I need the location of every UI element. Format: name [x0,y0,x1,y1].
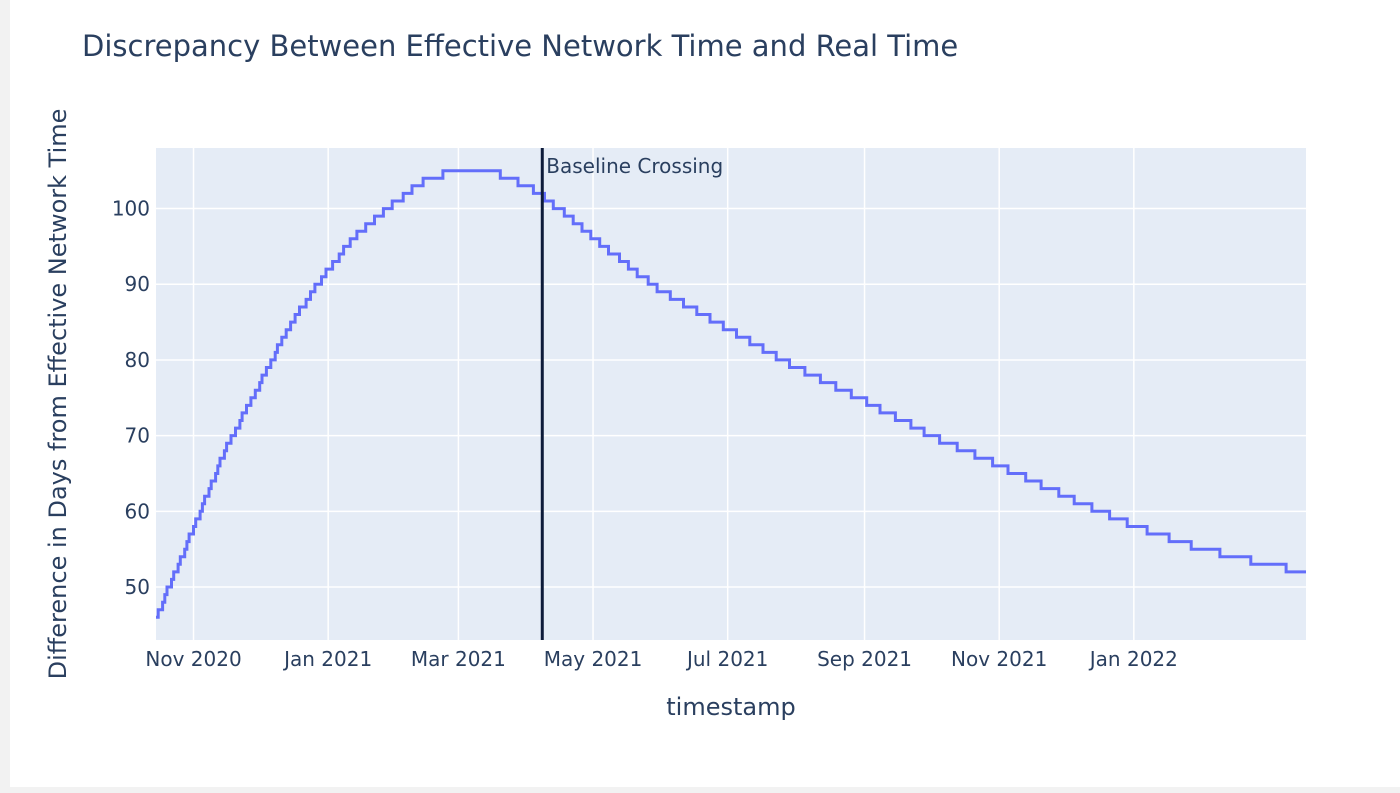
gridlines [156,148,1306,640]
x-tick-label: Jan 2021 [282,647,372,671]
y-tick-label: 100 [112,197,150,221]
y-tick-label: 90 [125,272,150,296]
x-tick-label: Nov 2020 [145,647,241,671]
tick-labels: Nov 2020 Jan 2021 Mar 2021 May 2021 Jul 2021… [112,197,1178,671]
y-axis-label: Difference in Days from Effective Networ… [44,109,72,680]
plot-area [156,148,1306,640]
x-tick-label: Jul 2021 [685,647,768,671]
x-tick-label: Mar 2021 [411,647,506,671]
x-tick-label: May 2021 [544,647,643,671]
x-tick-label: Nov 2021 [951,647,1047,671]
y-tick-label: 70 [125,424,150,448]
x-tick-label: Sep 2021 [817,647,912,671]
baseline-crossing-label: Baseline Crossing [546,154,723,178]
chart-svg: Discrepancy Between Effective Network Ti… [44,29,1306,721]
y-tick-label: 60 [125,499,150,523]
y-tick-label: 50 [125,575,150,599]
chart-title: Discrepancy Between Effective Network Ti… [82,29,958,63]
x-tick-label: Jan 2022 [1088,647,1178,671]
series-line [156,169,1306,619]
annotation-group: Baseline Crossing [540,148,723,640]
x-axis-label: timestamp [666,693,795,721]
y-tick-label: 80 [125,348,150,372]
chart-card: Discrepancy Between Effective Network Ti… [10,0,1400,787]
